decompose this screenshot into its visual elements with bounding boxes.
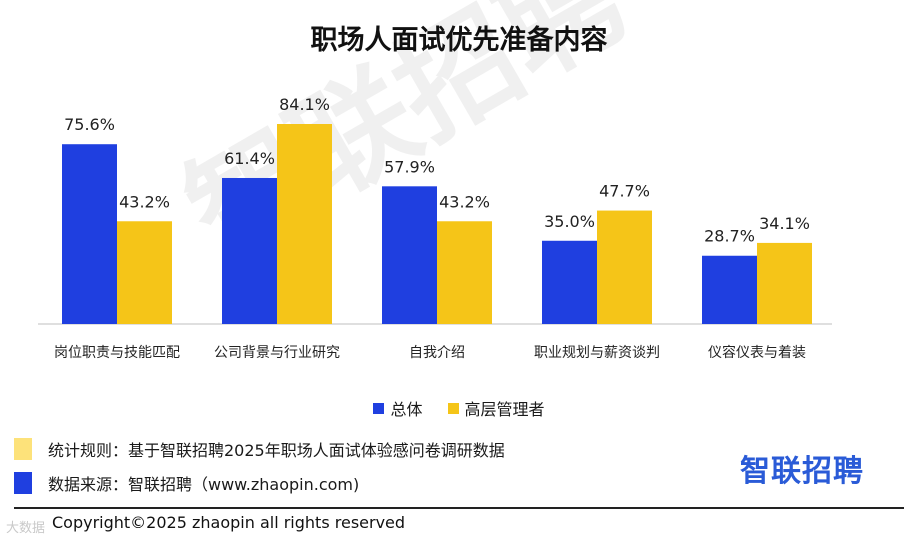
- bar-overall-0: [62, 144, 117, 324]
- bar-chart: 75.6% 43.2% 岗位职责与技能匹配 61.4% 84.1% 公司背景与行业研究 57…: [38, 95, 832, 361]
- category-label-4: 仪容仪表与着装: [708, 344, 806, 361]
- legend-label-executives: 高层管理者: [464, 400, 545, 419]
- bar-executives-4: [757, 242, 812, 324]
- corner-logo: 大数据: [6, 521, 46, 536]
- data-label-overall-0: 75.6%: [64, 115, 115, 134]
- category-label-0: 岗位职责与技能匹配: [54, 345, 180, 361]
- legend: 总体 高层管理者: [0, 396, 918, 420]
- data-label-overall-1: 61.4%: [224, 149, 275, 168]
- bar-executives-0: [117, 221, 172, 324]
- note-rule: 统计规则：基于智联招聘2025年职场人面试体验感问卷调研数据: [14, 432, 505, 466]
- note-source-marker: [14, 472, 32, 494]
- category-label-3: 职业规划与薪资谈判: [534, 345, 660, 361]
- bar-executives-2: [437, 221, 492, 324]
- data-label-overall-2: 57.9%: [384, 157, 435, 176]
- data-label-executives-2: 43.2%: [439, 192, 490, 211]
- bar-executives-3: [597, 210, 652, 324]
- note-rule-text: 统计规则：基于智联招聘2025年职场人面试体验感问卷调研数据: [48, 441, 505, 460]
- category-label-2: 自我介绍: [409, 345, 465, 361]
- legend-label-overall: 总体: [390, 400, 423, 419]
- note-source-text: 数据来源：智联招聘（www.zhaopin.com): [48, 475, 360, 494]
- notes: 统计规则：基于智联招聘2025年职场人面试体验感问卷调研数据 数据来源：智联招聘…: [14, 432, 505, 500]
- bar-executives-1: [277, 124, 332, 324]
- chart-title: 职场人面试优先准备内容: [310, 25, 608, 56]
- data-label-executives-0: 43.2%: [119, 192, 170, 211]
- data-label-executives-1: 84.1%: [279, 95, 330, 114]
- note-rule-marker: [14, 438, 32, 460]
- legend-swatch-overall: [373, 402, 385, 414]
- bar-overall-3: [542, 240, 597, 324]
- brand-logo: 智联招聘: [740, 454, 864, 489]
- copyright-text: Copyright©2025 zhaopin all rights reserv…: [52, 513, 406, 532]
- category-label-1: 公司背景与行业研究: [214, 345, 340, 361]
- bar-overall-4: [702, 255, 757, 324]
- bar-overall-1: [222, 177, 277, 324]
- legend-item-executives: 高层管理者: [447, 396, 545, 420]
- data-label-overall-4: 28.7%: [704, 227, 755, 246]
- data-label-executives-4: 34.1%: [759, 214, 810, 233]
- data-label-overall-3: 35.0%: [544, 212, 595, 231]
- bar-overall-2: [382, 186, 437, 324]
- legend-item-overall: 总体: [373, 396, 422, 420]
- note-source: 数据来源：智联招聘（www.zhaopin.com): [14, 466, 505, 500]
- footer-divider: [14, 507, 904, 509]
- legend-swatch-executives: [447, 402, 459, 414]
- data-label-executives-3: 47.7%: [599, 182, 650, 201]
